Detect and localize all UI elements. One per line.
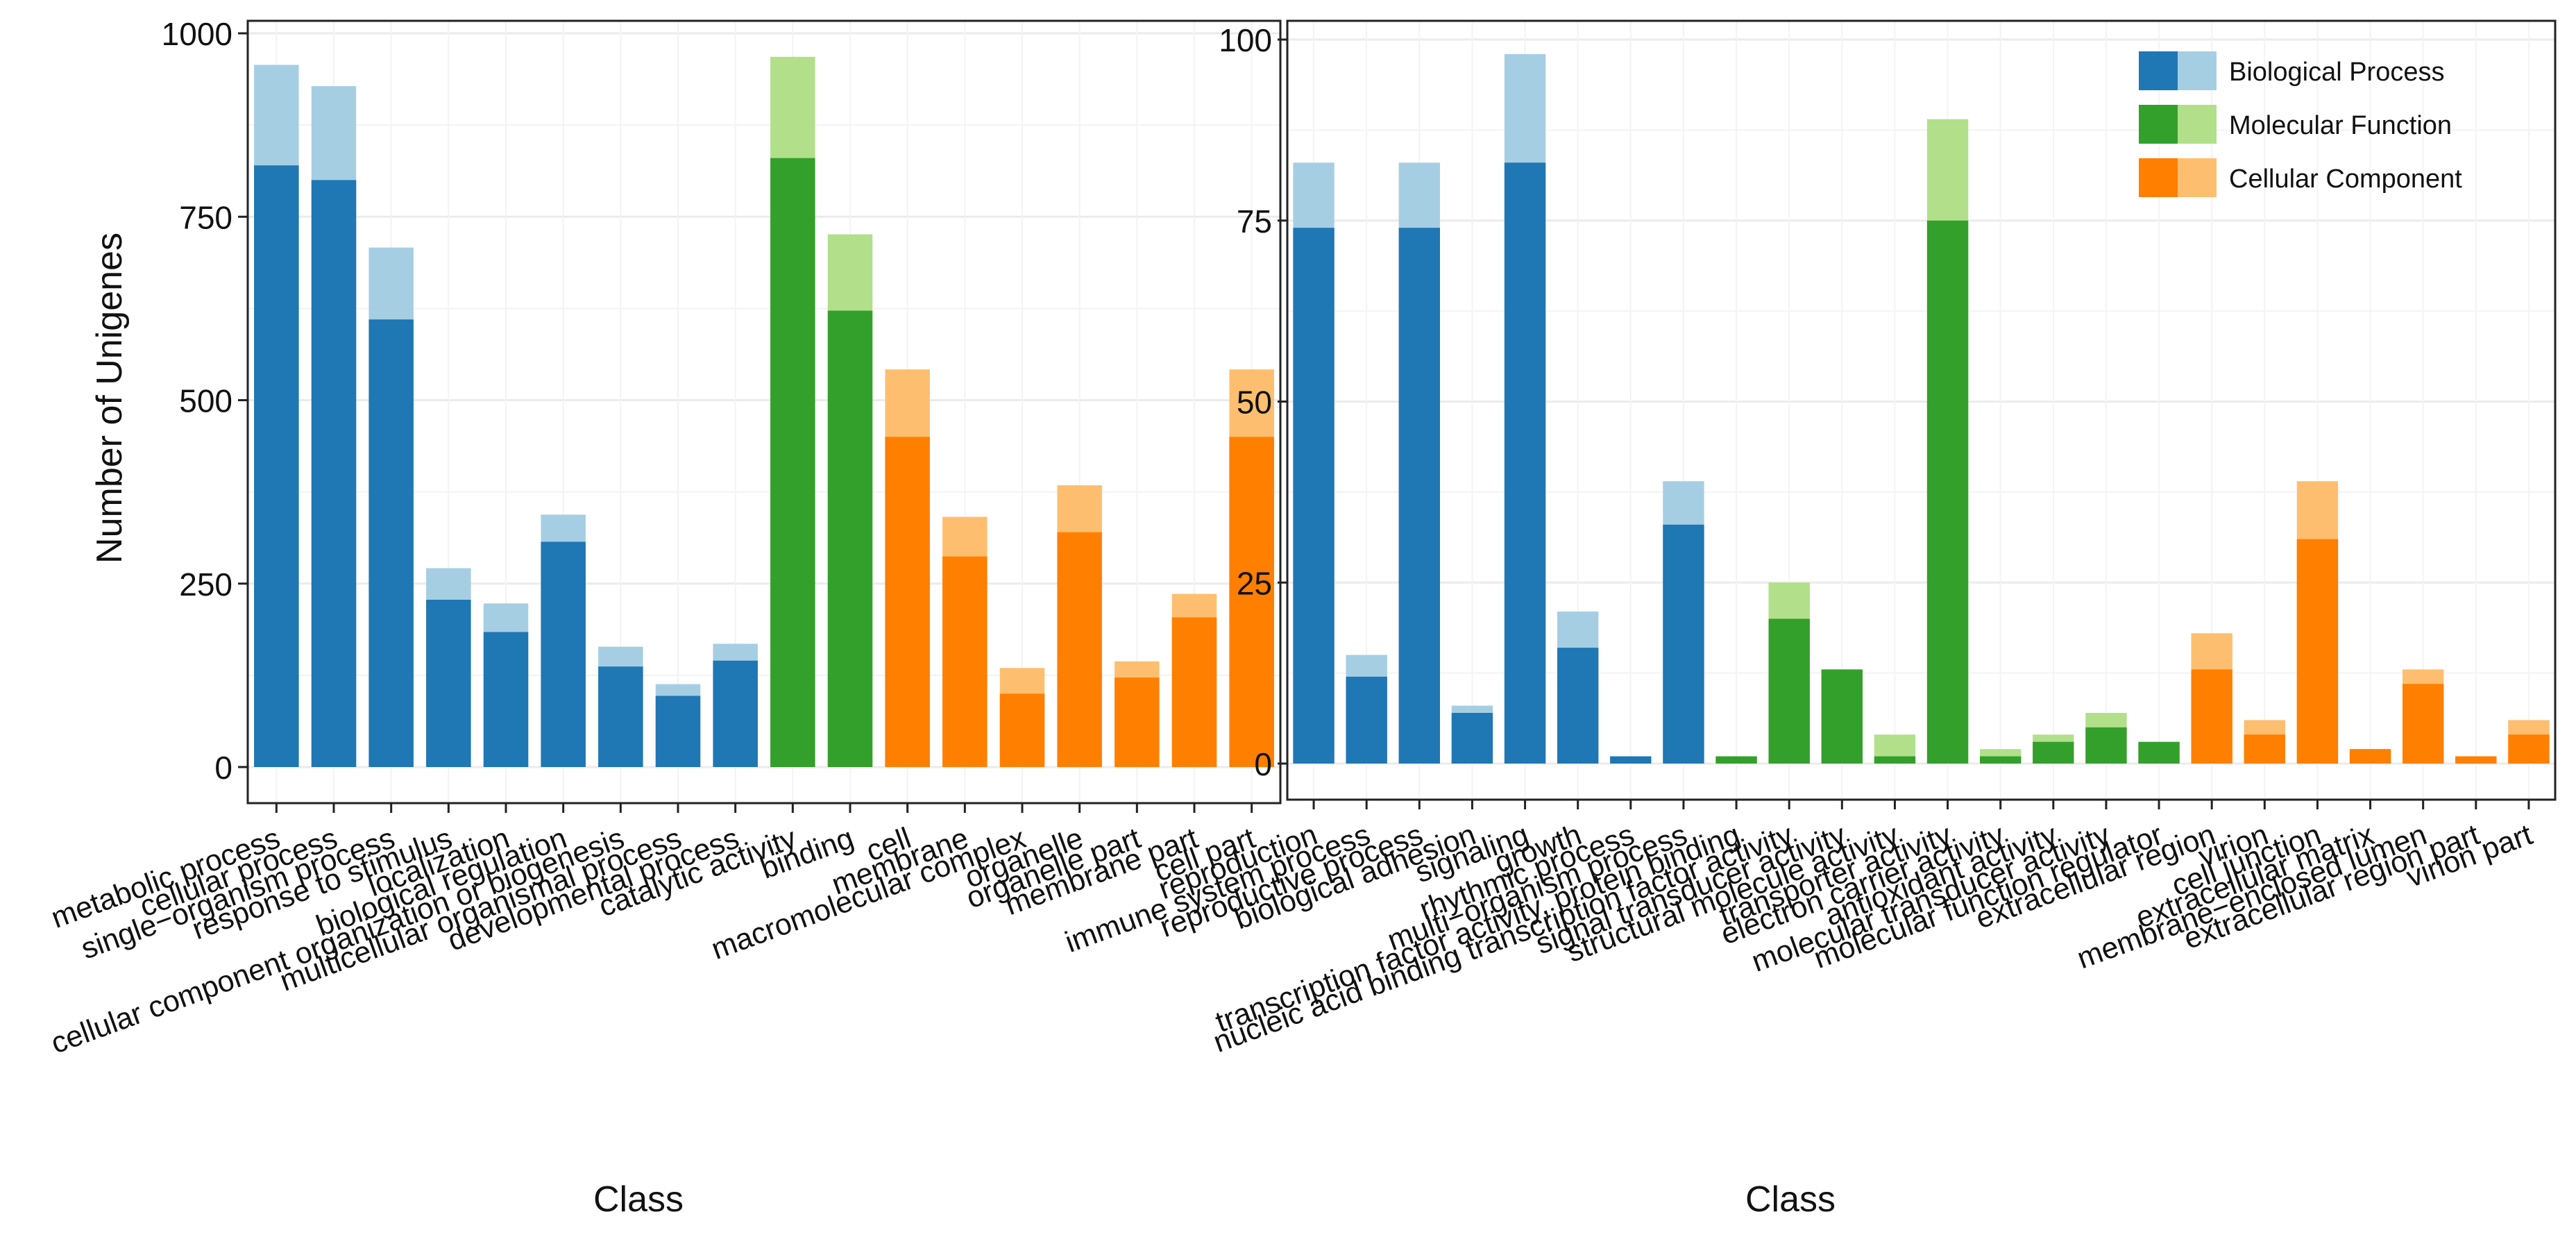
bar-segment-virion-part: [2508, 734, 2550, 764]
bar-segment-membrane: [942, 556, 988, 767]
bar-segment-molecular-function-regulator: [2138, 741, 2180, 764]
panel-border: [1286, 19, 2557, 801]
bar-segment-nucleic-acid-binding-transcription-factor-activity: [1768, 618, 1810, 764]
x-axis-title: Class: [593, 1179, 684, 1220]
bar-segment-biological-adhesion: [1451, 712, 1493, 764]
bar-segment-signaling: [1504, 162, 1546, 764]
bar-segment-multicellular-organismal-process: [655, 696, 701, 767]
bar-segment-reproduction: [1293, 228, 1334, 764]
bar-segment-membrane-part: [1171, 617, 1217, 767]
y-tick-label: 1000: [162, 16, 232, 52]
bar-segment-transcription-factor-activity-protein-binding: [1715, 756, 1757, 764]
bar-segment-response-to-stimulus: [426, 600, 471, 767]
y-tick-label: 50: [1237, 385, 1272, 421]
bar-segment-macromolecular-complex: [999, 693, 1045, 767]
bar-segment-extracellular-region-part: [2455, 756, 2497, 764]
bar-segment-reproductive-process: [1398, 228, 1441, 764]
legend-swatch-dark-bp: [2139, 51, 2178, 90]
bar-segment-single-organism-process: [368, 319, 414, 768]
bar-segment-cell-junction: [2296, 539, 2339, 764]
y-tick-label: 25: [1237, 565, 1272, 601]
bar-segment-cellular-process: [311, 180, 357, 767]
bar-segment-multi-organism-process: [1663, 524, 1704, 764]
legend-swatch-light-cc: [2178, 158, 2217, 197]
bar-segment-signal-transducer-activity: [1821, 669, 1863, 764]
legend-swatch-light-bp: [2178, 51, 2217, 90]
panel-border: [246, 19, 1282, 805]
legend-swatch-dark-mf: [2139, 105, 2178, 144]
bar-segment-transporter-activity: [1926, 220, 1969, 764]
bar-segment-localization: [483, 632, 529, 767]
y-tick-label: 100: [1219, 22, 1272, 58]
y-tick-label: 75: [1237, 203, 1272, 239]
legend-swatch-dark-cc: [2139, 158, 2178, 197]
bar-segment-growth: [1557, 648, 1599, 764]
y-axis-title: Number of Unigenes: [90, 233, 130, 564]
y-tick-label: 0: [1254, 746, 1272, 782]
legend-label-cc: Cellular Component: [2229, 165, 2462, 194]
legend-label-bp: Biological Process: [2229, 58, 2444, 87]
bar-segment-cell-part: [1229, 437, 1274, 767]
y-tick-label: 500: [179, 383, 232, 419]
y-tick-label: 0: [214, 750, 232, 786]
bar-segment-developmental-process: [713, 660, 758, 767]
bar-segment-biological-regulation: [541, 541, 586, 767]
legend-swatch-light-mf: [2178, 105, 2217, 144]
y-tick-label: 250: [179, 566, 232, 603]
bar-segment-membrane-enclosed-lumen: [2402, 684, 2444, 764]
legend-label-mf: Molecular Function: [2229, 111, 2452, 140]
bar-segment-rhythmic-process: [1610, 756, 1652, 764]
bar-segment-binding: [827, 310, 873, 767]
x-axis-title: Class: [1745, 1179, 1836, 1220]
bar-segment-electron-carrier-activity: [1979, 756, 2022, 764]
bar-segment-antioxidant-activity: [2033, 741, 2074, 764]
y-tick-label: 750: [179, 199, 232, 235]
bar-segment-extracellular-matrix: [2349, 749, 2391, 764]
bar-segment-extracellular-region: [2191, 669, 2232, 764]
bar-segment-structural-molecule-activity: [1874, 756, 1916, 764]
bar-segment-virion: [2244, 734, 2286, 764]
bar-segment-immune-system-process: [1346, 676, 1387, 764]
bar-segment-molecular-transducer-activity: [2085, 727, 2127, 764]
bar-segment-catalytic-activity: [770, 158, 815, 767]
bar-segment-cell: [885, 437, 930, 767]
legend: Biological Process Molecular Function Cell…: [2139, 51, 2462, 197]
bar-segment-organelle-part: [1115, 677, 1160, 767]
bar-segment-metabolic-process: [254, 165, 299, 767]
bar-segment-organelle: [1057, 532, 1102, 767]
bar-segment-cellular-component-organization-or-biogenesis: [598, 666, 643, 767]
